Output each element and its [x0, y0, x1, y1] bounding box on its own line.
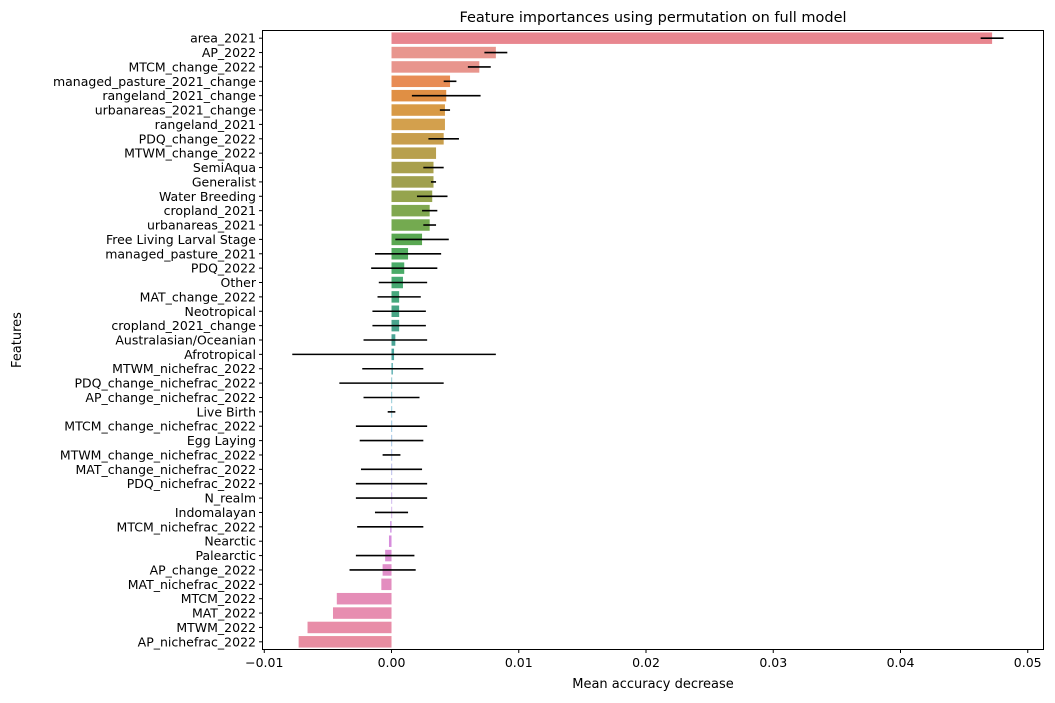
bar [391, 176, 434, 188]
y-tick-label: Other [221, 275, 257, 290]
y-tick-label: MTCM_change_2022 [128, 59, 256, 74]
bar [391, 133, 444, 145]
y-tick-label: Generalist [192, 174, 256, 189]
y-tick-label: MTCM_change_nichefrac_2022 [64, 419, 256, 434]
y-tick-label: SemiAqua [193, 160, 256, 175]
y-tick-label: N_realm [205, 491, 256, 506]
y-tick-label: MTWM_change_2022 [124, 146, 256, 161]
bar [391, 147, 437, 159]
y-tick-label: PDQ_change_nichefrac_2022 [74, 376, 256, 391]
x-tick-label: −0.01 [245, 655, 283, 670]
bar [391, 204, 430, 217]
y-tick-label: urbanareas_2021 [147, 218, 256, 233]
y-tick-label: area_2021 [190, 31, 256, 46]
y-tick-label: Australasian/Oceanian [115, 333, 256, 348]
y-tick-label: Palearctic [196, 548, 257, 563]
bar [381, 578, 392, 591]
bar [391, 118, 445, 131]
y-tick-label: MTCM_nichefrac_2022 [117, 519, 256, 534]
bar [388, 535, 392, 547]
y-tick-label: MTWM_nichefrac_2022 [112, 361, 256, 376]
y-tick-label: cropland_2021_change [111, 318, 256, 333]
bar [336, 592, 392, 605]
y-tick-label: MAT_2022 [192, 606, 256, 621]
y-tick-label: MAT_change_2022 [140, 289, 256, 304]
bar [391, 75, 451, 88]
y-tick-label: MTCM_2022 [181, 591, 256, 606]
x-tick-label: 0.01 [505, 655, 533, 670]
y-tick-label: PDQ_2022 [191, 261, 256, 276]
plot-frame [262, 30, 1044, 650]
y-tick-label: managed_pasture_2021 [105, 246, 256, 261]
y-tick-label: rangeland_2021_change [102, 88, 256, 103]
bar [391, 46, 496, 59]
bar [391, 61, 480, 73]
bar [391, 190, 433, 203]
y-tick-label: AP_2022 [202, 45, 256, 60]
y-tick-label: Free Living Larval Stage [106, 232, 256, 247]
x-tick-label: 0.05 [1014, 655, 1042, 670]
x-axis-label: Mean accuracy decrease [572, 677, 734, 692]
y-tick-label: AP_change_nichefrac_2022 [85, 390, 256, 405]
y-tick-label: MAT_change_nichefrac_2022 [75, 462, 256, 477]
chart-title: Feature importances using permutation on… [459, 10, 846, 26]
error-bars-layer [292, 37, 1004, 571]
y-axis-ticks: area_2021AP_2022MTCM_change_2022managed_… [53, 31, 263, 649]
bar [391, 32, 993, 44]
y-tick-label: Indomalayan [175, 505, 256, 520]
y-tick-label: cropland_2021 [164, 203, 256, 218]
y-tick-label: AP_change_2022 [150, 562, 256, 577]
y-tick-label: rangeland_2021 [155, 117, 256, 132]
x-tick-label: 0.04 [887, 655, 915, 670]
y-tick-label: MTWM_2022 [176, 620, 256, 635]
y-tick-label: AP_nichefrac_2022 [138, 634, 256, 649]
y-tick-label: managed_pasture_2021_change [53, 74, 256, 89]
bar [332, 607, 392, 619]
y-tick-label: MAT_nichefrac_2022 [128, 577, 256, 592]
y-tick-label: Water Breeding [159, 189, 256, 204]
bar [391, 104, 445, 116]
y-tick-label: PDQ_change_2022 [139, 131, 256, 146]
y-axis-label: Features [10, 312, 25, 368]
x-tick-label: 0.03 [759, 655, 787, 670]
bar [298, 636, 392, 648]
y-tick-label: Afrotropical [184, 347, 256, 362]
x-axis-ticks: −0.01 0.00 0.01 0.02 0.03 0.04 0.05 [245, 649, 1042, 670]
y-tick-label: Neotropical [184, 304, 256, 319]
x-tick-label: 0.02 [632, 655, 660, 670]
y-tick-label: PDQ_nichefrac_2022 [127, 476, 256, 491]
bar [391, 161, 434, 174]
x-tick-label: 0.00 [378, 655, 406, 670]
y-tick-label: Egg Laying [187, 433, 256, 448]
y-tick-label: Nearctic [204, 534, 256, 549]
bar [307, 621, 392, 634]
y-tick-label: urbanareas_2021_change [95, 103, 257, 118]
bar [391, 219, 430, 231]
y-tick-label: MTWM_change_nichefrac_2022 [60, 447, 256, 462]
y-tick-label: Live Birth [196, 404, 256, 419]
